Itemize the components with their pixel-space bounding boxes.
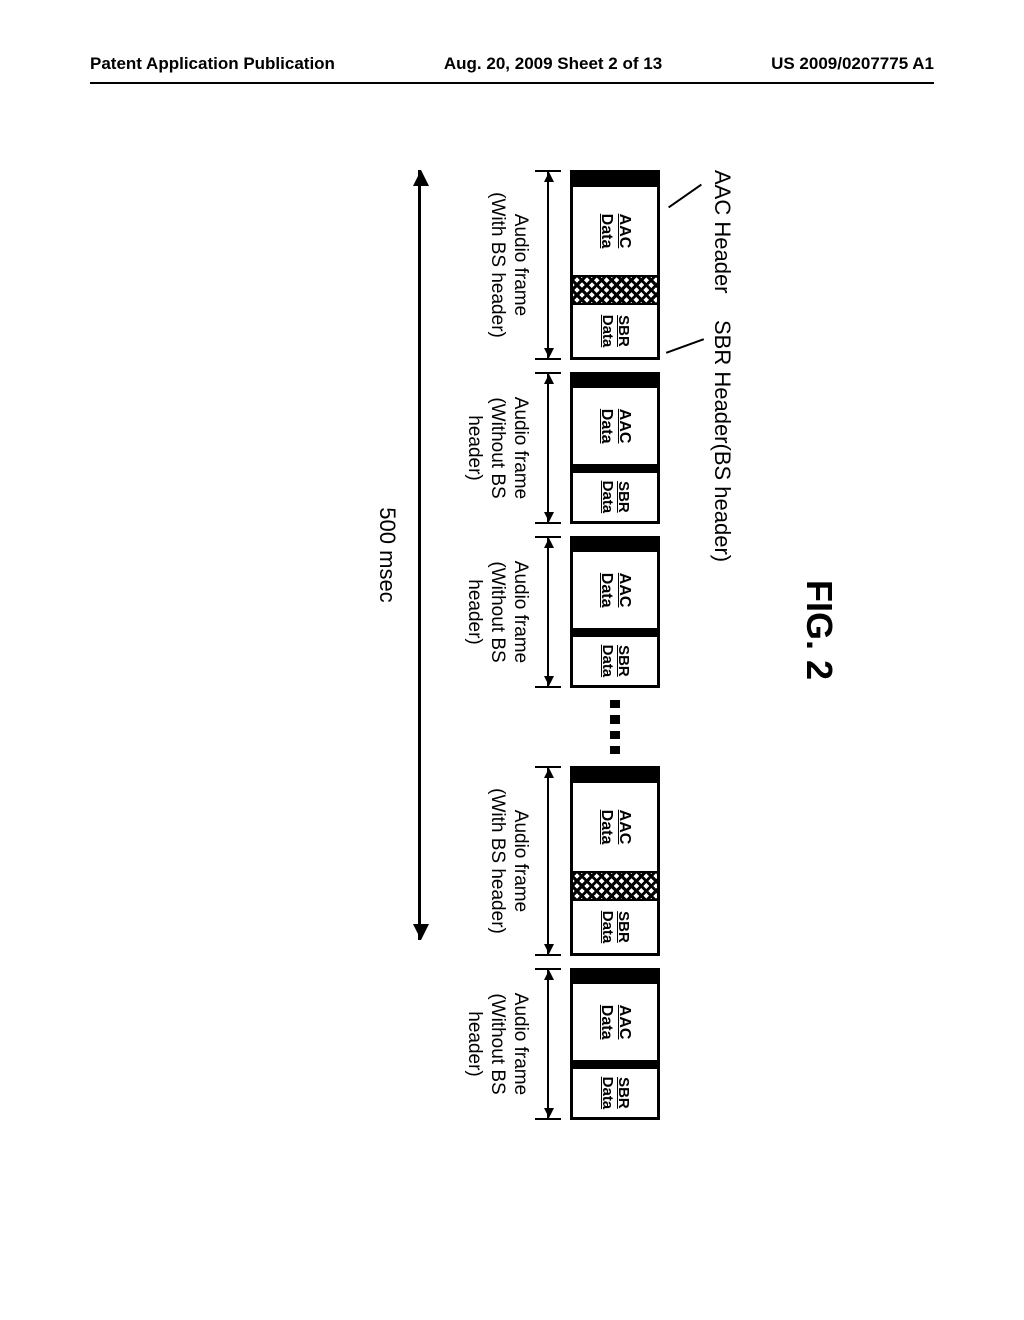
callout-line-sbr — [666, 338, 704, 354]
audio-frame-without-bs: AACDataSBRData — [570, 372, 660, 524]
callout-sbr-header: SBR Header(BS header) — [709, 320, 735, 562]
frame-bracket: Audio frame(With BS header) — [463, 766, 555, 956]
callout-line-aac — [668, 184, 702, 209]
audio-frame-without-bs: AACDataSBRData — [570, 968, 660, 1120]
figure-canvas: FIG. 2 AAC Header SBR Header(BS header) … — [130, 150, 900, 1200]
span-500msec: 500 msec — [374, 170, 430, 940]
callout-aac-header: AAC Header — [709, 170, 735, 294]
audio-frame-with-bs: AACDataSBRData — [570, 170, 660, 360]
frame-bracket-label: Audio frame(Without BS header) — [463, 536, 531, 688]
frame-ellipsis — [610, 700, 620, 754]
header-right: US 2009/0207775 A1 — [771, 54, 934, 74]
page-header: Patent Application Publication Aug. 20, … — [0, 54, 1024, 74]
frame-bracket-label: Audio frame(Without BS header) — [463, 968, 531, 1120]
bracket-row: Audio frame(With BS header) Audio frame(W… — [463, 170, 555, 1180]
span-label: 500 msec — [374, 170, 400, 940]
figure-title: FIG. 2 — [798, 580, 840, 680]
audio-frame-with-bs: AACDataSBRData — [570, 766, 660, 956]
frame-bracket-label: Audio frame(With BS header) — [485, 192, 531, 338]
header-rule — [90, 82, 934, 84]
frames-row: AACDataSBRData AACDataSBRData AACDataSBRDa… — [570, 170, 660, 1180]
header-center: Aug. 20, 2009 Sheet 2 of 13 — [444, 54, 662, 74]
frame-bracket-label: Audio frame(With BS header) — [485, 788, 531, 934]
frame-bracket: Audio frame(Without BS header) — [463, 968, 555, 1120]
frame-bracket: Audio frame(Without BS header) — [463, 536, 555, 688]
header-left: Patent Application Publication — [90, 54, 335, 74]
frame-bracket: Audio frame(With BS header) — [463, 170, 555, 360]
audio-frame-without-bs: AACDataSBRData — [570, 536, 660, 688]
frame-bracket-label: Audio frame(Without BS header) — [463, 372, 531, 524]
frame-bracket: Audio frame(Without BS header) — [463, 372, 555, 524]
span-bar — [408, 170, 430, 940]
figure-area: FIG. 2 AAC Header SBR Header(BS header) … — [130, 150, 900, 1200]
